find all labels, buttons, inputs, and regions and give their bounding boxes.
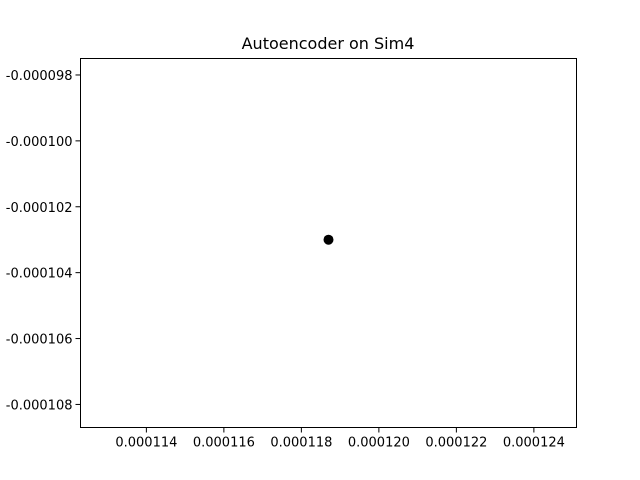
data-points [323, 234, 334, 245]
chart-title: Autoencoder on Sim4 [242, 34, 415, 53]
x-axis: 0.000114 0.000116 0.000118 0.000120 0.000122… [115, 427, 565, 451]
y-axis: -0.000098 -0.000100 -0.000102 -0.000104 -0.0… [6, 69, 81, 413]
y-tick-label: -0.000106 [6, 333, 73, 348]
y-tick-label: -0.000108 [6, 398, 73, 413]
y-tick-label: -0.000100 [6, 135, 73, 150]
scatter-point [323, 234, 334, 245]
y-tick-label: -0.000102 [6, 201, 73, 216]
x-tick-label: 0.000116 [193, 436, 255, 451]
x-tick-label: 0.000118 [270, 436, 332, 451]
x-tick-label: 0.000124 [503, 436, 565, 451]
y-tick-label: -0.000098 [6, 69, 73, 84]
x-tick-label: 0.000122 [425, 436, 487, 451]
y-tick-label: -0.000104 [6, 267, 73, 282]
x-tick-label: 0.000114 [115, 436, 177, 451]
x-tick-label: 0.000120 [348, 436, 410, 451]
